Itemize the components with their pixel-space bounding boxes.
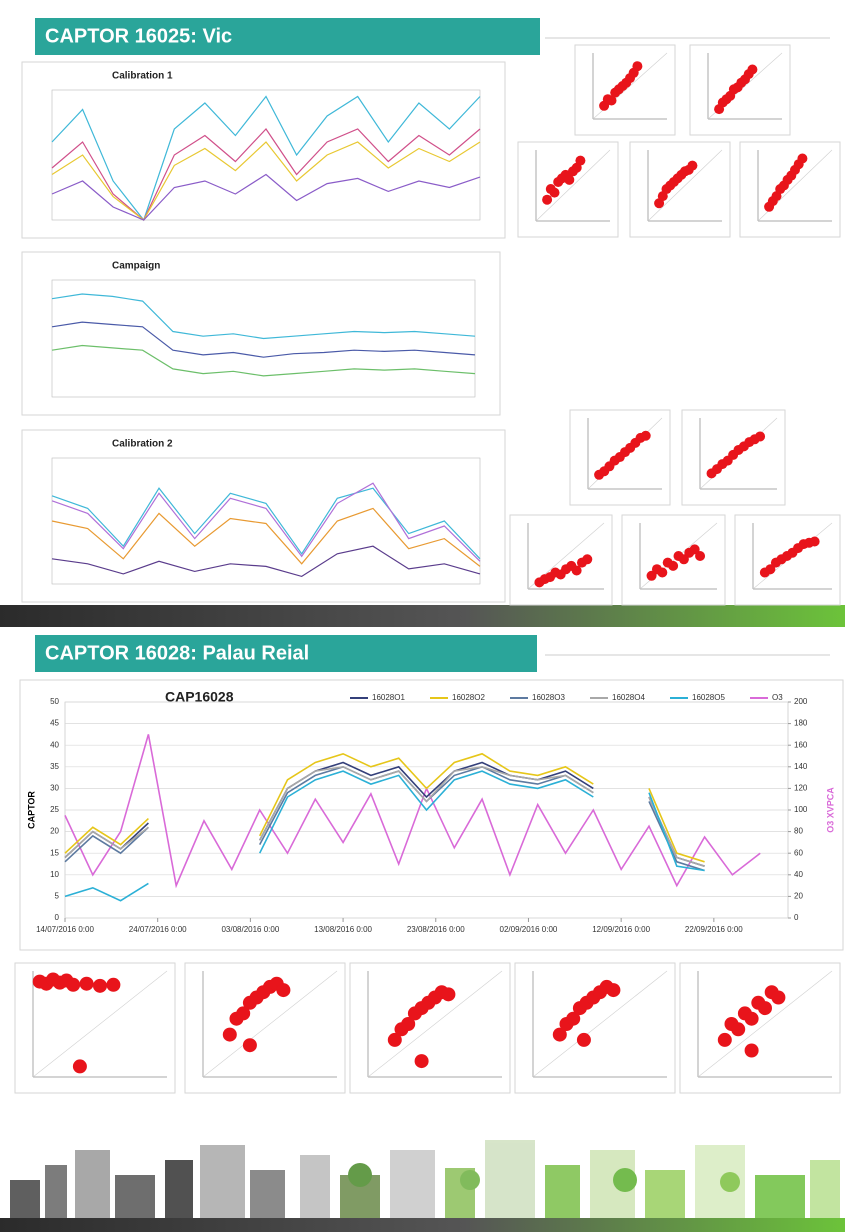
chart-title: Calibration 1 [112, 71, 173, 82]
footer-band [0, 1218, 845, 1232]
chart-title: Campaign [112, 261, 160, 272]
point [223, 1028, 237, 1042]
x-tick-label: 14/07/2016 0:00 [36, 925, 94, 934]
legend-label: 16028O4 [612, 693, 645, 702]
y-tick-label: 10 [50, 870, 59, 879]
point [731, 1022, 745, 1036]
y-tick-label: 15 [50, 848, 59, 857]
legend-label: 16028O5 [692, 693, 725, 702]
y-tick-label: 45 [50, 719, 59, 728]
section-title: CAPTOR 16025: Vic [45, 25, 232, 47]
point [441, 987, 455, 1001]
x-tick-label: 02/09/2016 0:00 [500, 925, 558, 934]
x-tick-label: 03/08/2016 0:00 [221, 925, 279, 934]
y-axis-label: CAPTOR [26, 791, 36, 829]
point [687, 161, 697, 171]
chart-frame [518, 142, 618, 237]
y2-tick-label: 120 [794, 784, 808, 793]
y2-tick-label: 60 [794, 848, 803, 857]
legend-label: 16028O3 [532, 693, 565, 702]
y-tick-label: 25 [50, 805, 59, 814]
point [797, 154, 807, 164]
x-tick-label: 23/08/2016 0:00 [407, 925, 465, 934]
point [415, 1054, 429, 1068]
chart-frame [630, 142, 730, 237]
legend-label: 16028O2 [452, 693, 485, 702]
chart-title: Calibration 2 [112, 439, 173, 450]
chart-frame [22, 62, 505, 238]
point [73, 1059, 87, 1073]
y2-tick-label: 200 [794, 697, 808, 706]
point [745, 1044, 759, 1058]
y2-tick-label: 140 [794, 762, 808, 771]
point [80, 977, 94, 991]
y2-tick-label: 180 [794, 719, 808, 728]
point [106, 978, 120, 992]
y2-tick-label: 20 [794, 892, 803, 901]
x-tick-label: 24/07/2016 0:00 [129, 925, 187, 934]
x-tick-label: 13/08/2016 0:00 [314, 925, 372, 934]
x-tick-label: 12/09/2016 0:00 [592, 925, 650, 934]
chart-frame [20, 680, 843, 950]
point [668, 561, 678, 571]
y2-axis-label: O3 XVPCA [825, 787, 835, 833]
point [641, 431, 651, 441]
legend-label: O3 [772, 693, 783, 702]
y2-tick-label: 100 [794, 805, 808, 814]
y-tick-label: 0 [55, 913, 60, 922]
y-tick-label: 30 [50, 784, 59, 793]
point [718, 1033, 732, 1047]
page: CAPTOR 16025: Vic CAPTOR 16028: Palau Re… [0, 0, 845, 1232]
point [550, 188, 560, 198]
point [276, 983, 290, 997]
point [575, 156, 585, 166]
y-tick-label: 5 [55, 892, 60, 901]
point [542, 195, 552, 205]
point [577, 1033, 591, 1047]
y-tick-label: 35 [50, 762, 59, 771]
chart-frame [22, 252, 500, 415]
point [745, 1012, 759, 1026]
point [810, 536, 820, 546]
point [93, 979, 107, 993]
point [564, 175, 574, 185]
point [657, 568, 667, 578]
point [695, 551, 705, 561]
point [758, 1001, 772, 1015]
y2-tick-label: 40 [794, 870, 803, 879]
divider [0, 605, 845, 627]
point [243, 1038, 257, 1052]
y-tick-label: 50 [50, 697, 59, 706]
x-tick-label: 22/09/2016 0:00 [685, 925, 743, 934]
y2-tick-label: 80 [794, 827, 803, 836]
point [66, 978, 80, 992]
point [606, 983, 620, 997]
y-tick-label: 40 [50, 740, 59, 749]
legend-label: 16028O1 [372, 693, 405, 702]
point [755, 431, 765, 441]
chart-frame [740, 142, 840, 237]
point [747, 65, 757, 75]
y2-tick-label: 0 [794, 913, 799, 922]
y-tick-label: 20 [50, 827, 59, 836]
section-title: CAPTOR 16028: Palau Reial [45, 642, 309, 664]
y2-tick-label: 160 [794, 740, 808, 749]
point [771, 991, 785, 1005]
point [632, 61, 642, 71]
point [582, 554, 592, 564]
